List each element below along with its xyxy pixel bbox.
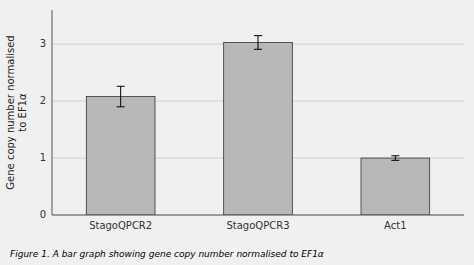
error-cap [391,155,399,156]
error-bar [117,86,125,107]
chart-container: 0 1 2 3 StagoQPCR2 StagoQPCR3 Act1 Gene copy nu… [0,0,474,265]
error-cap [254,35,262,36]
x-tick-label: StagoQPCR2 [89,220,152,231]
x-tick-label: StagoQPCR3 [226,220,289,231]
chart-svg: 0 1 2 3 StagoQPCR2 StagoQPCR3 Act1 Gene copy nu… [0,0,474,265]
y-axis-line [52,10,53,215]
error-bar [391,156,399,161]
error-line [258,36,259,50]
caption: Figure 1. A bar graph showing gene copy … [10,249,324,259]
x-axis-line [52,215,464,216]
bar [86,97,155,215]
x-tick-label: Act1 [384,220,406,231]
error-line [120,86,121,107]
error-line [395,156,396,161]
error-cap [254,49,262,50]
error-cap [391,160,399,161]
y-tick-label: 3 [40,38,46,49]
y-tick-label: 1 [40,152,46,163]
bar [224,42,293,215]
y-tick-label: 2 [40,95,46,106]
y-axis-label-line: to EF1α [17,93,28,132]
y-axis-label: Gene copy number normalisedto EF1α [5,35,28,189]
error-cap [117,106,125,107]
bar [361,158,430,215]
y-tick-label: 0 [40,209,46,220]
grid-line [52,215,464,216]
bars [86,36,429,215]
background [0,0,474,265]
error-bar [254,36,262,50]
y-axis-label-line: Gene copy number normalised [5,35,16,189]
error-cap [117,86,125,87]
